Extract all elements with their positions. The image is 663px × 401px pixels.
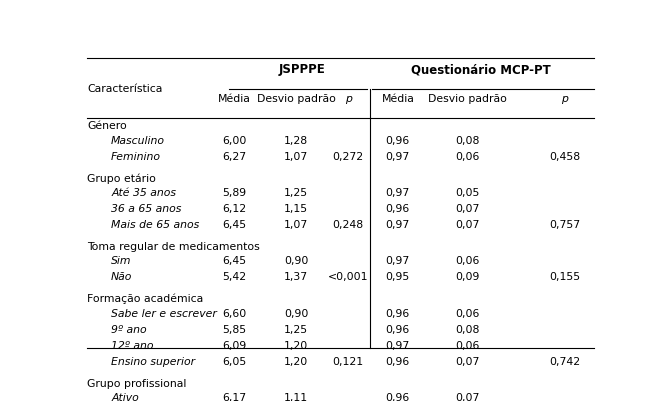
Text: Mais de 65 anos: Mais de 65 anos xyxy=(111,220,200,230)
Text: 0,155: 0,155 xyxy=(549,272,580,282)
Text: 0,96: 0,96 xyxy=(386,392,410,401)
Text: 6,27: 6,27 xyxy=(222,152,247,162)
Text: Masculino: Masculino xyxy=(111,136,165,146)
Text: 6,45: 6,45 xyxy=(222,220,247,230)
Text: 0,06: 0,06 xyxy=(455,340,479,350)
Text: 6,17: 6,17 xyxy=(222,392,247,401)
Text: 0,07: 0,07 xyxy=(455,220,479,230)
Text: 0,97: 0,97 xyxy=(386,188,410,197)
Text: 0,96: 0,96 xyxy=(386,204,410,214)
Text: Formação académica: Formação académica xyxy=(87,293,204,304)
Text: 0,06: 0,06 xyxy=(455,152,479,162)
Text: Sabe ler e escrever: Sabe ler e escrever xyxy=(111,308,217,318)
Text: 1,07: 1,07 xyxy=(284,152,308,162)
Text: 1,25: 1,25 xyxy=(284,188,308,197)
Text: 0,742: 0,742 xyxy=(549,356,580,366)
Text: Grupo etário: Grupo etário xyxy=(87,173,156,183)
Text: 0,07: 0,07 xyxy=(455,356,479,366)
Text: Toma regular de medicamentos: Toma regular de medicamentos xyxy=(87,241,260,251)
Text: 0,121: 0,121 xyxy=(332,356,363,366)
Text: 0,90: 0,90 xyxy=(284,256,308,266)
Text: Género: Género xyxy=(87,121,127,131)
Text: Não: Não xyxy=(111,272,133,282)
Text: 0,97: 0,97 xyxy=(386,256,410,266)
Text: 0,95: 0,95 xyxy=(386,272,410,282)
Text: Característica: Característica xyxy=(87,84,162,94)
Text: <0,001: <0,001 xyxy=(328,272,368,282)
Text: 0,05: 0,05 xyxy=(455,188,479,197)
Text: 1,15: 1,15 xyxy=(284,204,308,214)
Text: Desvio padrão: Desvio padrão xyxy=(257,94,335,104)
Text: 6,45: 6,45 xyxy=(222,256,247,266)
Text: Questionário MCP-PT: Questionário MCP-PT xyxy=(410,63,550,76)
Text: Média: Média xyxy=(218,94,251,104)
Text: Grupo profissional: Grupo profissional xyxy=(87,378,186,388)
Text: 0,458: 0,458 xyxy=(549,152,580,162)
Text: 5,89: 5,89 xyxy=(222,188,247,197)
Text: Feminino: Feminino xyxy=(111,152,161,162)
Text: 6,60: 6,60 xyxy=(222,308,247,318)
Text: Sim: Sim xyxy=(111,256,132,266)
Text: JSPPPE: JSPPPE xyxy=(278,63,326,76)
Text: 0,97: 0,97 xyxy=(386,152,410,162)
Text: 6,00: 6,00 xyxy=(222,136,247,146)
Text: Desvio padrão: Desvio padrão xyxy=(428,94,507,104)
Text: 0,96: 0,96 xyxy=(386,136,410,146)
Text: 0,96: 0,96 xyxy=(386,308,410,318)
Text: 0,07: 0,07 xyxy=(455,204,479,214)
Text: 1,20: 1,20 xyxy=(284,356,308,366)
Text: 1,11: 1,11 xyxy=(284,392,308,401)
Text: 0,96: 0,96 xyxy=(386,324,410,334)
Text: 0,08: 0,08 xyxy=(455,136,479,146)
Text: 6,09: 6,09 xyxy=(222,340,247,350)
Text: 0,09: 0,09 xyxy=(455,272,479,282)
Text: 1,37: 1,37 xyxy=(284,272,308,282)
Text: 5,85: 5,85 xyxy=(222,324,247,334)
Text: Até 35 anos: Até 35 anos xyxy=(111,188,176,197)
Text: Média: Média xyxy=(381,94,414,104)
Text: 1,28: 1,28 xyxy=(284,136,308,146)
Text: Ativo: Ativo xyxy=(111,392,139,401)
Text: 1,07: 1,07 xyxy=(284,220,308,230)
Text: 0,06: 0,06 xyxy=(455,308,479,318)
Text: 0,248: 0,248 xyxy=(332,220,363,230)
Text: 1,20: 1,20 xyxy=(284,340,308,350)
Text: 6,05: 6,05 xyxy=(222,356,247,366)
Text: 0,757: 0,757 xyxy=(549,220,580,230)
Text: p: p xyxy=(562,94,568,104)
Text: 12º ano: 12º ano xyxy=(111,340,154,350)
Text: 5,42: 5,42 xyxy=(222,272,247,282)
Text: 36 a 65 anos: 36 a 65 anos xyxy=(111,204,182,214)
Text: p: p xyxy=(345,94,351,104)
Text: 0,97: 0,97 xyxy=(386,340,410,350)
Text: Ensino superior: Ensino superior xyxy=(111,356,196,366)
Text: 0,08: 0,08 xyxy=(455,324,479,334)
Text: 0,97: 0,97 xyxy=(386,220,410,230)
Text: 0,90: 0,90 xyxy=(284,308,308,318)
Text: 0,96: 0,96 xyxy=(386,356,410,366)
Text: 0,06: 0,06 xyxy=(455,256,479,266)
Text: 9º ano: 9º ano xyxy=(111,324,147,334)
Text: 0,272: 0,272 xyxy=(332,152,363,162)
Text: 0,07: 0,07 xyxy=(455,392,479,401)
Text: 6,12: 6,12 xyxy=(222,204,247,214)
Text: 1,25: 1,25 xyxy=(284,324,308,334)
